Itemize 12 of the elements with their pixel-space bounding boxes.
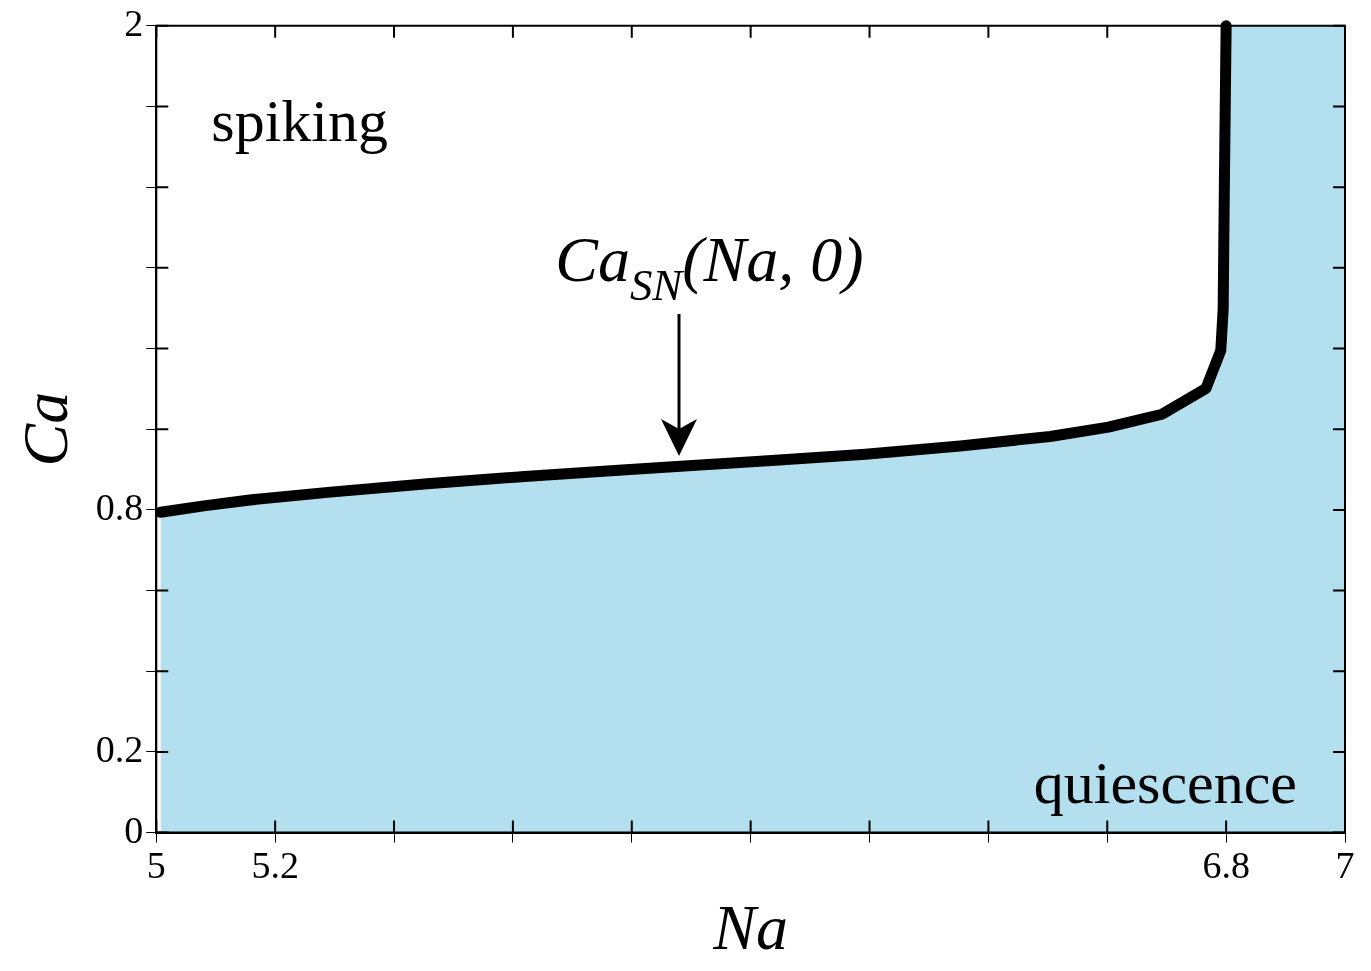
y-tick-label: 2 bbox=[124, 1, 144, 44]
y-tick-label: 0 bbox=[124, 808, 144, 851]
x-tick-label: 6.8 bbox=[1202, 844, 1250, 887]
x-axis-title: Na bbox=[712, 892, 788, 964]
x-tick-label: 5.2 bbox=[251, 844, 299, 887]
x-tick-label: 7 bbox=[1335, 844, 1355, 887]
x-tick-label: 5 bbox=[146, 844, 166, 887]
y-axis-title: Ca bbox=[10, 391, 82, 467]
annotation: spiking bbox=[211, 87, 388, 154]
y-tick-label: 0.8 bbox=[95, 485, 144, 528]
y-tick-label: 0.2 bbox=[95, 727, 144, 770]
annotation: quiescence bbox=[1033, 749, 1297, 816]
